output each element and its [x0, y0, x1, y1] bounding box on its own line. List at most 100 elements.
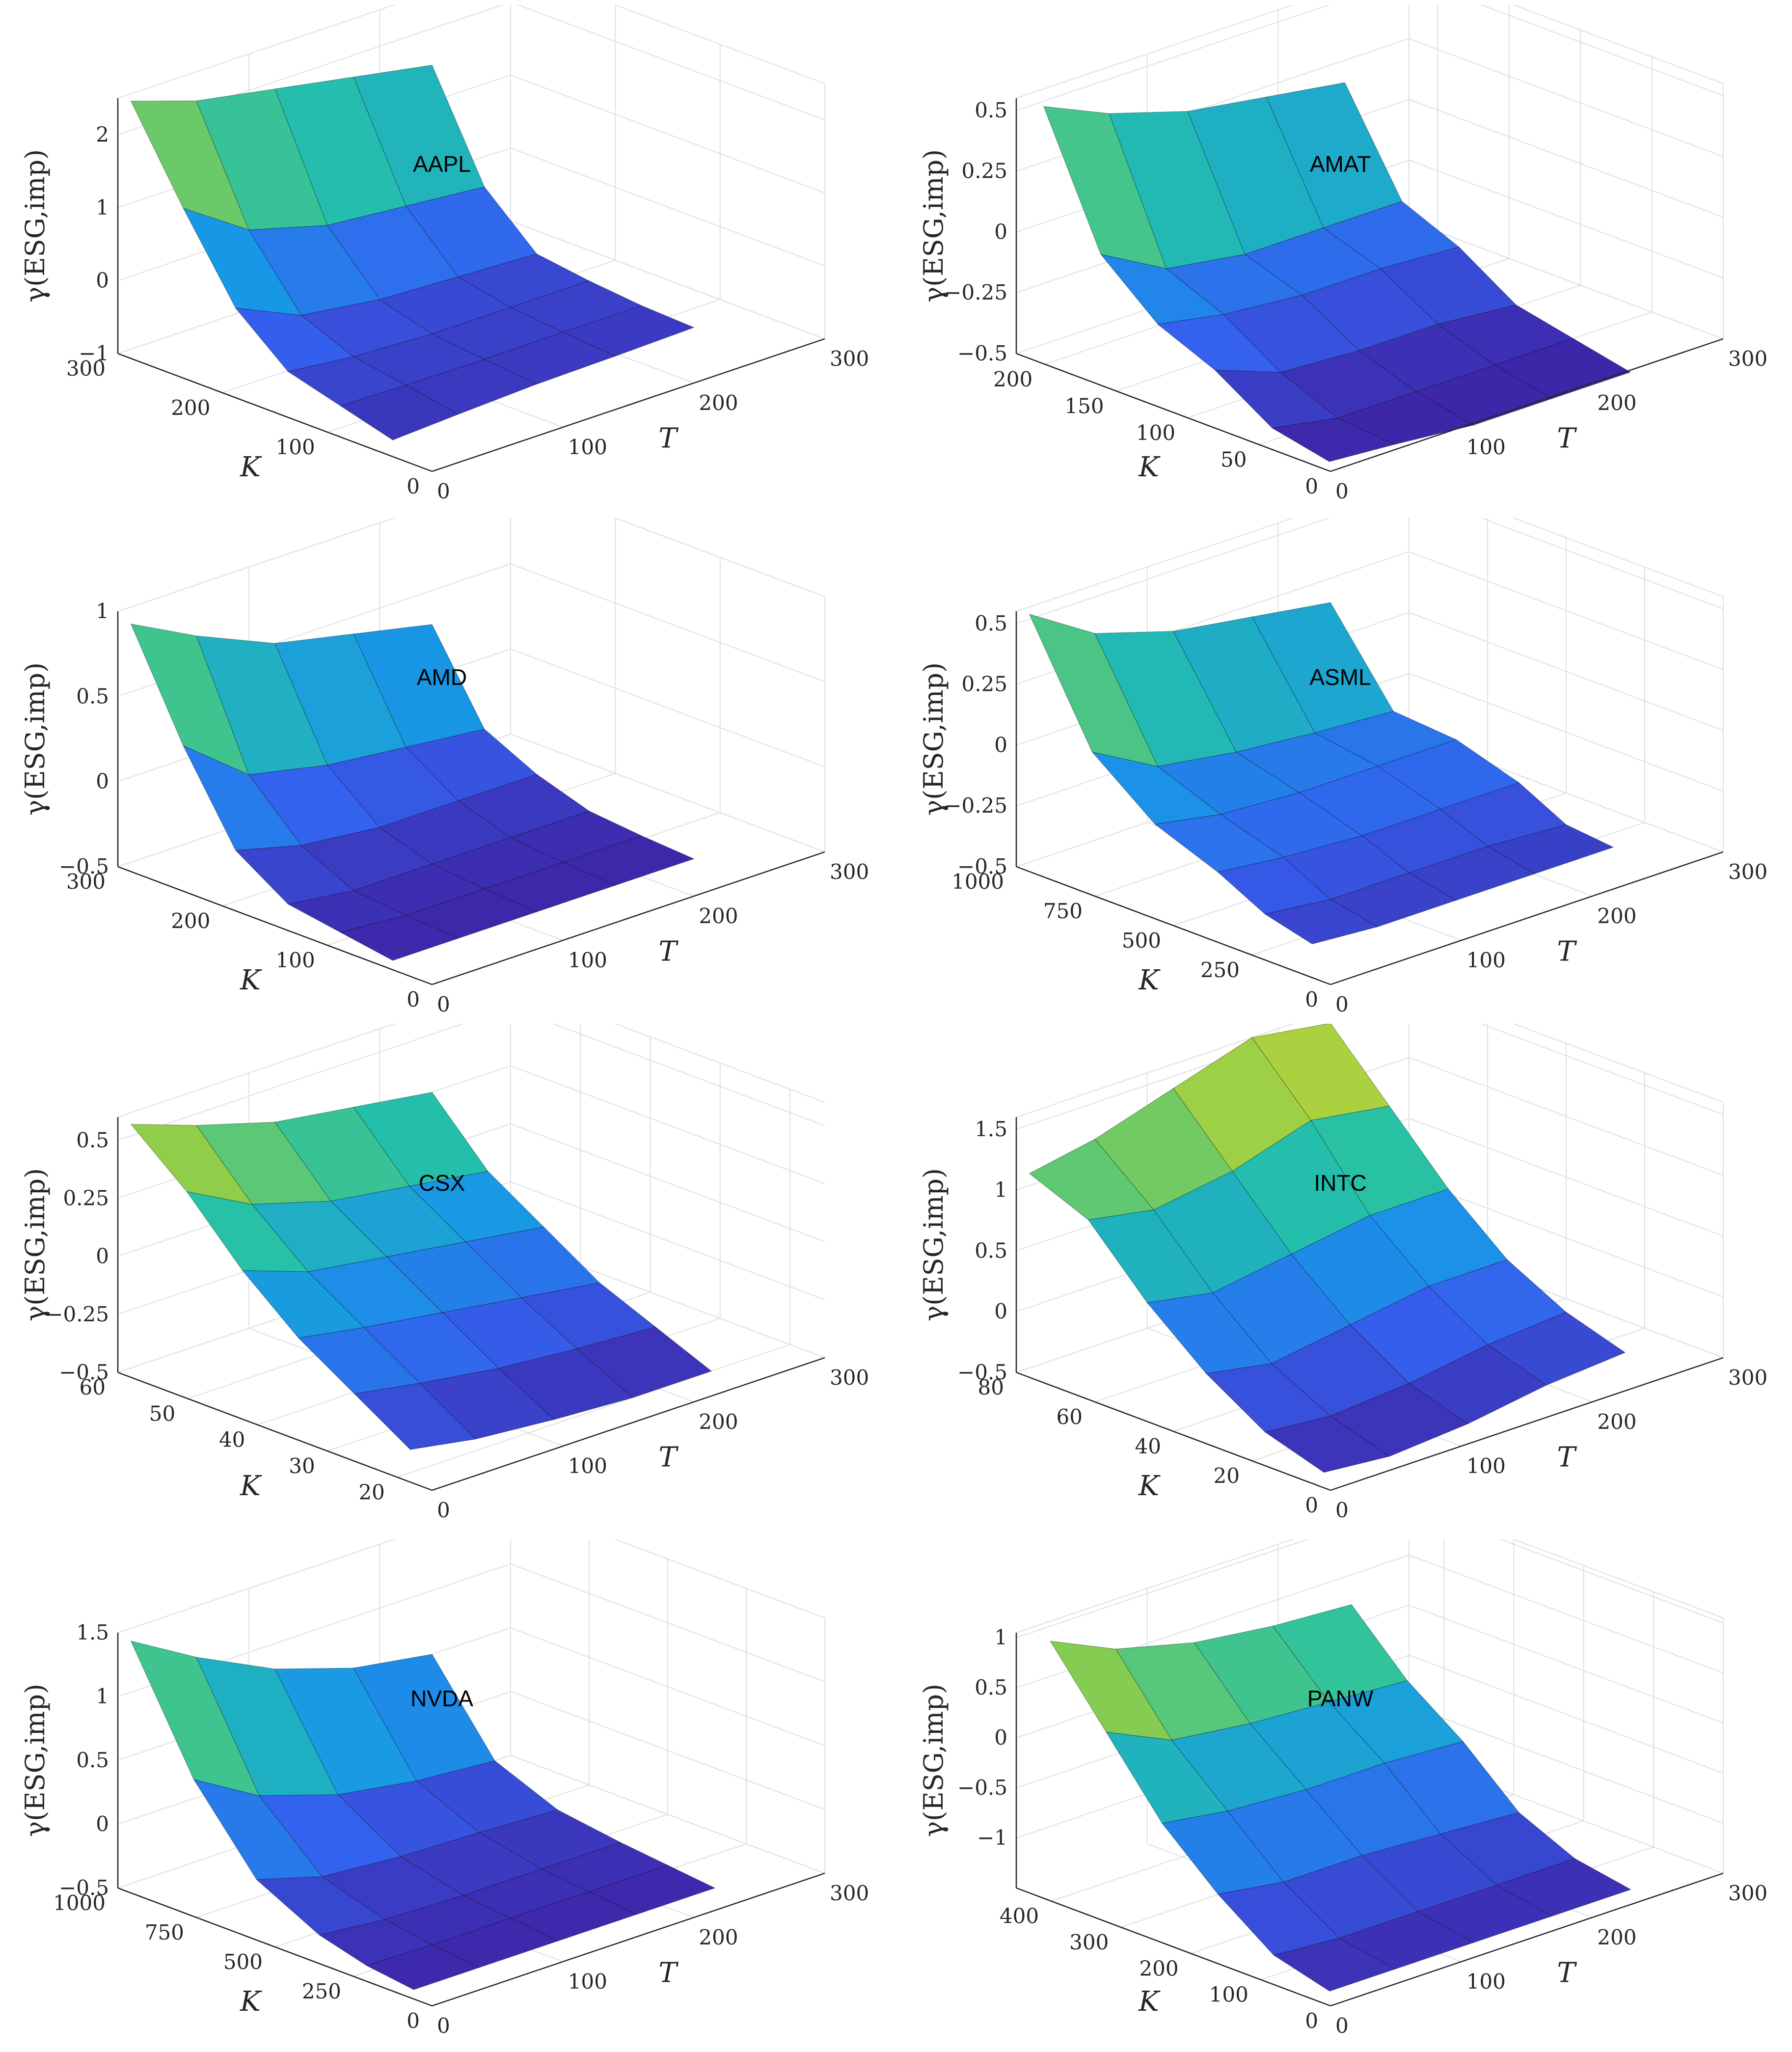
y-tick-label: 200 — [171, 396, 210, 420]
y-tick-label: 0 — [407, 474, 420, 498]
x-tick-label: 300 — [830, 347, 869, 371]
surface-facet — [562, 305, 695, 356]
y-tick-label: 300 — [1069, 1930, 1109, 1954]
ticker-label: ASML — [1309, 664, 1371, 690]
z-tick-label: −0.25 — [46, 1302, 109, 1326]
x-axis-line — [1330, 1357, 1724, 1491]
x-axis-label: T — [1557, 936, 1577, 968]
y-tick-label: 0 — [1305, 474, 1318, 498]
y-tick-label: 250 — [1200, 958, 1240, 982]
x-axis-label: T — [658, 936, 679, 968]
x-tick-label: 0 — [437, 1498, 450, 1522]
z-tick-label: 0.25 — [63, 1186, 109, 1210]
y-tick-label: 100 — [276, 948, 315, 972]
y-tick-label: 40 — [219, 1428, 245, 1452]
surface — [1029, 1024, 1626, 1473]
y-tick-label: 500 — [223, 1950, 263, 1974]
y-tick-label: 80 — [978, 1375, 1004, 1399]
surface-facet — [339, 915, 459, 961]
y-tick-label: 60 — [80, 1375, 106, 1399]
y-tick-label: 150 — [1064, 394, 1104, 418]
z-tick-label: −0.25 — [944, 793, 1007, 818]
x-tick-label: 0 — [437, 992, 450, 1016]
surface — [130, 1641, 716, 1990]
y-tick-label: 200 — [993, 367, 1032, 391]
y-axis-line — [117, 866, 433, 985]
surface-facet — [1264, 899, 1379, 945]
z-tick-label: 0.5 — [76, 684, 109, 708]
z-tick-label: 0.5 — [76, 1128, 109, 1152]
z-axis-label: γ(ESG,imp) — [918, 1684, 949, 1837]
x-axis-line — [1330, 1872, 1724, 2007]
x-tick-label: 200 — [699, 1410, 738, 1434]
z-axis-label: γ(ESG,imp) — [20, 662, 51, 816]
x-axis-label: T — [658, 423, 679, 455]
y-tick-label: 300 — [66, 870, 106, 894]
y-tick-label: 200 — [1139, 1956, 1178, 1980]
x-tick-label: 300 — [1728, 860, 1767, 884]
surface-facet — [1408, 846, 1536, 901]
x-tick-label: 100 — [568, 1454, 607, 1478]
surface-facet — [405, 888, 538, 939]
y-tick-label: 100 — [276, 435, 315, 459]
z-tick-label: 0 — [96, 268, 109, 292]
z-tick-label: −0.5 — [957, 1776, 1007, 1800]
y-axis-line — [117, 1887, 433, 2007]
surface-plot-amd: 01002003000100200300−0.500.51TKγ(ESG,imp… — [20, 518, 869, 1016]
x-axis-label: T — [1557, 1442, 1577, 1474]
y-tick-label: 20 — [1214, 1464, 1240, 1488]
y-tick-label: 400 — [1000, 1904, 1039, 1928]
x-tick-label: 0 — [1335, 992, 1349, 1016]
surface-plot-asml: 0 100 200 300 0 250 500 750 1000−0.5 −0.25 0 0.25 0.… — [918, 518, 1767, 1016]
surface-facet — [1487, 1312, 1626, 1386]
surface — [1029, 602, 1614, 945]
z-tick-label: 0.5 — [975, 1238, 1007, 1262]
x-axis-line — [432, 1872, 825, 2007]
x-axis-label: T — [1557, 423, 1577, 455]
x-tick-label: 200 — [1597, 904, 1636, 928]
z-tick-label: 0 — [994, 219, 1007, 244]
y-tick-label: 30 — [289, 1454, 315, 1478]
y-axis-label: K — [1138, 451, 1161, 483]
z-tick-label: 1.5 — [76, 1620, 109, 1644]
y-axis-line — [117, 353, 433, 472]
z-axis-label: γ(ESG,imp) — [20, 149, 51, 302]
y-axis-label: K — [240, 1470, 262, 1502]
x-axis-line — [432, 338, 825, 472]
surface — [130, 623, 695, 961]
y-tick-label: 100 — [1136, 421, 1175, 445]
ticker-label: AAPL — [413, 151, 471, 177]
y-tick-label: 50 — [149, 1401, 175, 1425]
y-tick-label: 1000 — [53, 1891, 106, 1915]
y-tick-label: 1000 — [951, 870, 1004, 894]
y-axis-line — [1016, 1887, 1331, 2007]
surface — [130, 64, 695, 440]
x-tick-label: 300 — [1728, 1881, 1767, 1905]
surface-plot-amat: 0100200300050100150200−0.5−0.2500.250.5T… — [918, 5, 1767, 503]
ticker-label: AMD — [417, 664, 467, 690]
y-axis-label: K — [240, 451, 262, 483]
z-tick-label: −0.5 — [59, 1876, 109, 1900]
z-tick-label: −0.5 — [59, 854, 109, 878]
x-axis-label: T — [1557, 1957, 1577, 1989]
x-tick-label: 300 — [830, 1366, 869, 1390]
y-axis-label: K — [240, 1986, 262, 2018]
z-tick-label: 0.5 — [76, 1748, 109, 1772]
y-tick-label: 300 — [66, 356, 106, 381]
x-axis-line — [1330, 338, 1724, 472]
ticker-label: NVDA — [410, 1686, 473, 1711]
surface-facet — [1273, 1938, 1396, 1992]
z-tick-label: 1 — [994, 1625, 1007, 1649]
surface-facet — [562, 835, 695, 886]
z-axis-label: γ(ESG,imp) — [918, 1168, 949, 1321]
ticker-label: CSX — [419, 1170, 465, 1196]
y-tick-label: 20 — [358, 1480, 384, 1504]
y-tick-label: 50 — [1221, 448, 1247, 472]
z-tick-label: −0.5 — [957, 854, 1007, 878]
z-tick-label: 0 — [994, 1725, 1007, 1750]
